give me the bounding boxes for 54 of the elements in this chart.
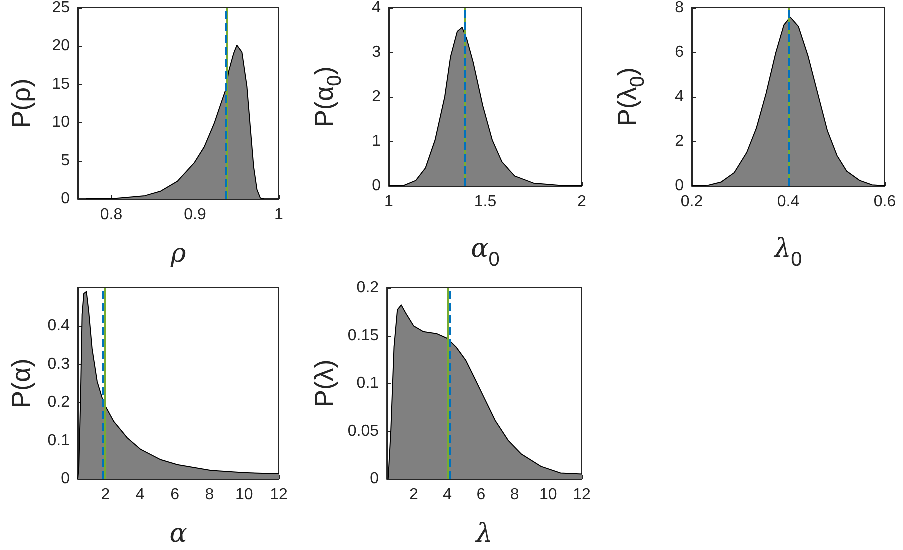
y-tick-label: 0.2 — [356, 280, 380, 296]
x-tick-label: 2 — [101, 486, 110, 504]
y-tick-label: 6 — [675, 44, 684, 61]
x-axis-title: ρ — [170, 239, 187, 269]
x-tick-label: 1 — [274, 206, 284, 224]
x-tick-label: 6 — [170, 486, 180, 504]
x-axis-title: α — [170, 519, 188, 549]
x-tick-label: 0.6 — [874, 194, 896, 210]
y-axis-title: P(α) — [6, 358, 36, 408]
x-tick-label: 0.9 — [184, 206, 206, 224]
y-tick-label: 0.3 — [48, 356, 70, 373]
y-tick-label: 0 — [61, 190, 70, 208]
x-tick-label: 4 — [136, 486, 145, 504]
x-tick-label: 8 — [510, 486, 520, 504]
y-tick-label: 0 — [370, 470, 380, 488]
y-tick-label: 20 — [52, 38, 70, 55]
y-tick-label: 0 — [61, 470, 70, 488]
y-axis-title: P(ρ) — [6, 78, 36, 128]
y-tick-label: 1 — [372, 133, 382, 150]
y-tick-label: 0 — [372, 178, 382, 194]
y-axis-title: P(α0) — [309, 66, 346, 128]
y-tick-label: 4 — [372, 0, 382, 16]
x-tick-label: 8 — [205, 486, 214, 504]
y-tick-label: 0 — [675, 178, 684, 194]
x-tick-label: 10 — [235, 486, 254, 504]
y-tick-label: 15 — [52, 76, 70, 93]
y-tick-label: 3 — [372, 44, 382, 61]
x-tick-label: 1 — [384, 194, 394, 210]
x-tick-label: 10 — [539, 486, 558, 504]
x-tick-label: 0.4 — [777, 194, 800, 210]
y-axis-title: P(λ0) — [612, 68, 649, 126]
y-tick-label: 0.1 — [356, 375, 380, 392]
y-tick-label: 2 — [372, 88, 382, 106]
y-tick-label: 0.05 — [348, 422, 380, 440]
x-tick-label: 12 — [270, 486, 288, 504]
x-tick-label: 2 — [409, 486, 418, 504]
y-tick-label: 5 — [61, 152, 70, 170]
x-tick-label: 0.8 — [100, 206, 123, 224]
x-tick-label: 1.5 — [474, 194, 497, 210]
x-tick-label: 6 — [476, 486, 486, 504]
y-tick-label: 0.4 — [48, 318, 70, 335]
y-tick-label: 2 — [675, 133, 684, 150]
y-axis-title: P(λ) — [309, 360, 339, 408]
y-tick-label: 0.15 — [348, 327, 380, 344]
y-tick-label: 4 — [675, 88, 684, 106]
y-tick-label: 0.1 — [48, 432, 70, 450]
x-tick-label: 2 — [578, 194, 587, 210]
y-tick-label: 10 — [52, 114, 70, 132]
x-tick-label: 4 — [443, 486, 452, 504]
y-tick-label: 8 — [675, 0, 684, 16]
y-tick-label: 0.2 — [48, 394, 70, 412]
y-tick-label: 25 — [52, 0, 70, 16]
x-axis-title: λ — [475, 519, 493, 549]
x-tick-label: 12 — [573, 486, 591, 504]
